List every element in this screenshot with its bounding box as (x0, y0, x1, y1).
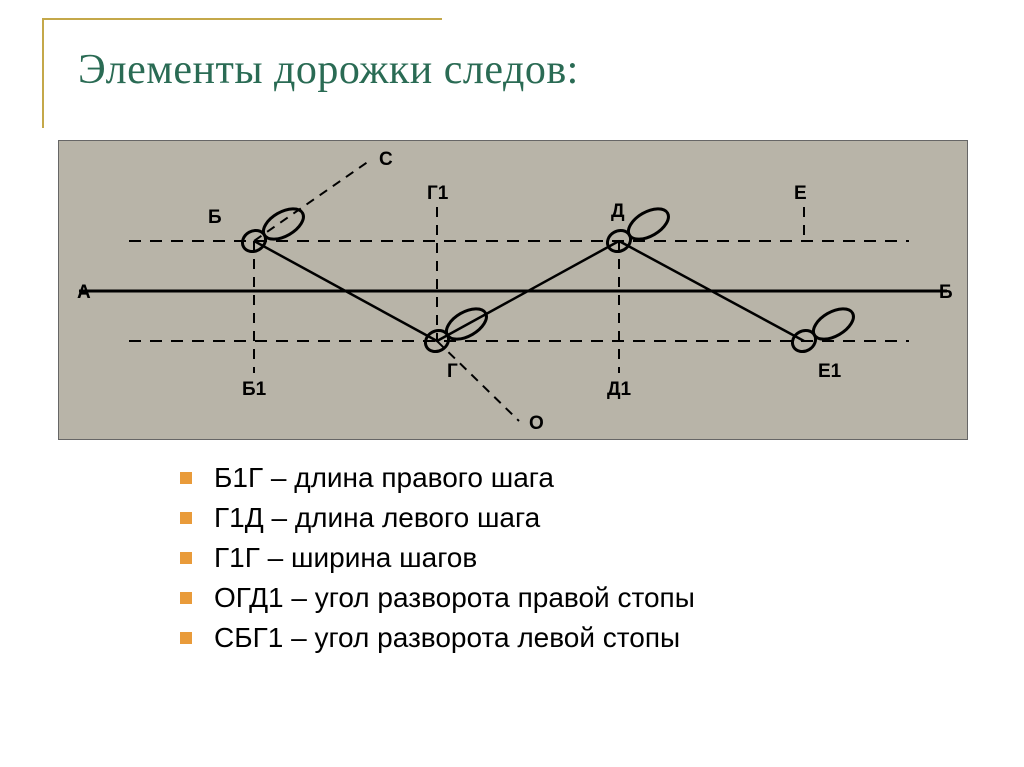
svg-text:Г1: Г1 (427, 183, 449, 204)
footprint-icon (238, 203, 309, 258)
svg-text:Б: Б (939, 282, 953, 303)
legend-text: Б1Г – длина правого шага (214, 462, 554, 494)
bullet-icon (180, 592, 192, 604)
svg-text:Е1: Е1 (818, 361, 842, 382)
frame-left (42, 18, 44, 128)
legend-text: Г1Г – ширина шагов (214, 542, 477, 574)
bullet-icon (180, 472, 192, 484)
svg-text:О: О (529, 413, 544, 434)
legend-item: СБГ1 – угол разворота левой стопы (180, 622, 695, 654)
svg-text:А: А (77, 282, 91, 303)
legend-item: Г1Д – длина левого шага (180, 502, 695, 534)
svg-text:Е: Е (794, 183, 807, 204)
footprint-diagram: А Б Б1 Г1 Д1 Е С О Б Г Д Е1 (58, 140, 968, 440)
footprint-icon (788, 303, 859, 358)
svg-text:Г: Г (447, 361, 458, 382)
svg-text:Д: Д (611, 201, 625, 222)
svg-text:С: С (379, 149, 393, 170)
legend-item: Г1Г – ширина шагов (180, 542, 695, 574)
legend-text: Г1Д – длина левого шага (214, 502, 540, 534)
frame-top (42, 18, 442, 20)
legend-text: ОГД1 – угол разворота правой стопы (214, 582, 695, 614)
bullet-icon (180, 632, 192, 644)
legend-item: ОГД1 – угол разворота правой стопы (180, 582, 695, 614)
svg-text:Б1: Б1 (242, 379, 267, 400)
bullet-icon (180, 512, 192, 524)
page-title: Элементы дорожки следов: (78, 46, 579, 94)
legend-text: СБГ1 – угол разворота левой стопы (214, 622, 680, 654)
legend: Б1Г – длина правого шага Г1Д – длина лево… (180, 462, 695, 662)
svg-text:Б: Б (208, 207, 222, 228)
legend-item: Б1Г – длина правого шага (180, 462, 695, 494)
svg-text:Д1: Д1 (607, 379, 632, 400)
bullet-icon (180, 552, 192, 564)
